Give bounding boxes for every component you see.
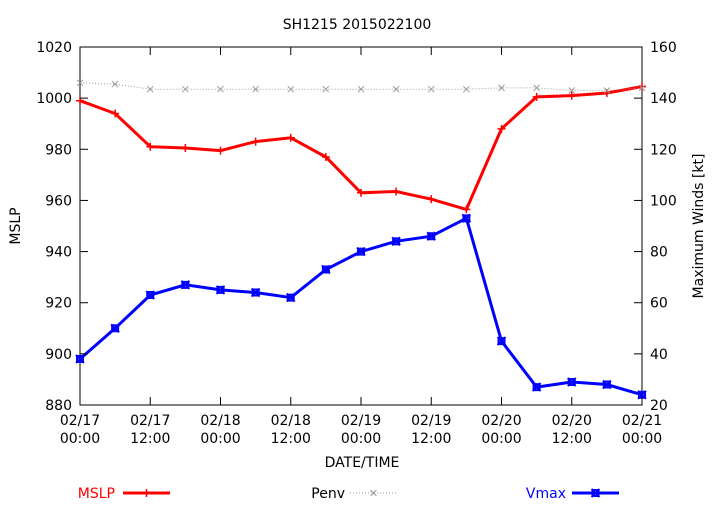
x-tick-label-time: 00:00 <box>481 431 521 447</box>
mslp-point <box>532 92 541 101</box>
mslp-point <box>321 152 330 161</box>
x-tick-label-time: 12:00 <box>411 431 451 447</box>
x-tick-label-time: 12:00 <box>130 431 170 447</box>
y-left-tick-label: 1000 <box>36 91 72 107</box>
penv-point <box>463 85 470 93</box>
y-left-tick-label: 880 <box>45 398 72 414</box>
legend-marker-vmax <box>590 488 601 498</box>
plot-frame <box>79 46 643 406</box>
x-tick-label-time: 12:00 <box>552 431 592 447</box>
y-right-tick-label: 100 <box>650 193 677 209</box>
mslp-point <box>427 195 436 204</box>
chart-title: SH1215 2015022100 <box>283 17 432 33</box>
y-right-tick-label: 140 <box>650 91 677 107</box>
x-tick-label-date: 02/19 <box>341 413 381 429</box>
x-tick-label-time: 00:00 <box>622 431 662 447</box>
penv-point <box>533 84 540 92</box>
y-right-tick-label: 20 <box>650 398 668 414</box>
mslp-point <box>216 146 225 155</box>
vmax-point <box>180 280 191 290</box>
penv-point <box>427 85 435 93</box>
y-left-tick-label: 1020 <box>36 40 72 56</box>
mslp-point <box>567 91 576 100</box>
vmax-point <box>250 287 261 298</box>
vmax-point <box>145 290 155 300</box>
penv-point <box>357 85 365 93</box>
penv-point <box>111 80 119 88</box>
vmax-point <box>356 246 366 257</box>
mslp-point <box>146 142 155 151</box>
x-tick-label-date: 02/20 <box>481 413 521 429</box>
x-tick-label-date: 02/17 <box>130 413 170 429</box>
penv-point <box>322 85 330 93</box>
legend-label-penv: Penv <box>311 486 345 500</box>
x-tick-label-date: 02/18 <box>271 413 311 429</box>
y-right-tick-label: 60 <box>650 296 668 312</box>
x-tick-label-date: 02/17 <box>60 413 100 429</box>
mslp-point <box>181 144 190 153</box>
mslp-point <box>111 109 120 118</box>
vmax-point <box>391 236 401 247</box>
mslp-point <box>392 187 401 196</box>
mslp-point <box>251 137 260 146</box>
x-tick-label-date: 02/19 <box>411 413 451 429</box>
x-tick-label-time: 00:00 <box>60 431 100 447</box>
penv-point <box>146 85 154 93</box>
x-tick-label-date: 02/20 <box>552 413 592 429</box>
penv-point <box>498 84 505 92</box>
y-left-tick-label: 940 <box>45 245 72 261</box>
y-right-tick-label: 160 <box>650 40 677 56</box>
y-right-tick-label: 120 <box>650 142 677 158</box>
mslp-point <box>357 188 365 197</box>
x-axis-label: DATE/TIME <box>325 455 400 471</box>
y-left-tick-label: 960 <box>45 193 72 209</box>
penv-point <box>252 85 259 93</box>
y-axis-left-label: MSLP <box>8 207 24 244</box>
penv-point <box>603 87 611 94</box>
x-tick-label-date: 02/18 <box>200 413 240 429</box>
vmax-point <box>637 390 647 400</box>
x-tick-label-time: 12:00 <box>271 431 311 447</box>
y-right-tick-label: 40 <box>650 347 668 363</box>
penv-point <box>217 85 224 93</box>
vmax-point <box>602 379 612 390</box>
legend-marker-penv <box>370 489 377 497</box>
mslp-point <box>497 124 506 133</box>
vmax-point <box>567 377 577 387</box>
penv-point <box>76 79 84 87</box>
vmax-point <box>215 285 226 295</box>
x-tick-label-date: 02/21 <box>622 413 662 429</box>
penv-point <box>392 85 400 93</box>
vmax-line <box>79 216 643 397</box>
legend-label-mslp: MSLP <box>78 486 115 500</box>
vmax-point <box>321 264 331 275</box>
penv-line <box>79 82 643 91</box>
mslp-point <box>638 82 646 91</box>
legend-label-vmax: Vmax <box>526 486 566 500</box>
y-left-tick-label: 920 <box>45 296 72 312</box>
vmax-point <box>75 354 85 364</box>
mslp-point <box>286 133 295 142</box>
y-right-tick-label: 80 <box>650 245 668 261</box>
vmax-point <box>496 336 507 346</box>
penv-point <box>287 85 295 93</box>
penv-point <box>568 87 576 94</box>
vmax-point <box>110 323 120 333</box>
vmax-point <box>461 213 472 224</box>
vmax-point <box>286 292 296 303</box>
vmax-point <box>426 231 436 241</box>
y-axis-right-label: Maximum Winds [kt] <box>691 154 707 299</box>
legend-marker-mslp <box>142 489 151 497</box>
mslp-point <box>462 205 471 214</box>
x-tick-label-time: 00:00 <box>341 431 381 447</box>
penv-point <box>182 85 189 93</box>
vmax-point <box>531 382 542 392</box>
penv-point <box>638 84 646 92</box>
x-tick-label-time: 00:00 <box>200 431 240 447</box>
y-left-tick-label: 980 <box>45 142 72 158</box>
y-left-tick-label: 900 <box>45 347 72 363</box>
